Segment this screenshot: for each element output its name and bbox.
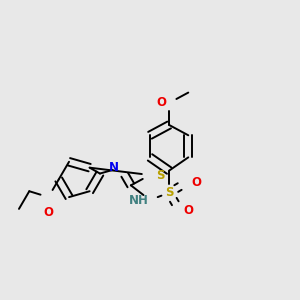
Text: O: O [184, 204, 194, 217]
Text: O: O [156, 96, 166, 110]
Text: O: O [44, 206, 53, 219]
Text: N: N [109, 161, 119, 174]
Text: S: S [157, 169, 165, 182]
Text: S: S [165, 186, 173, 199]
Text: O: O [191, 176, 201, 189]
Text: NH: NH [129, 194, 148, 207]
